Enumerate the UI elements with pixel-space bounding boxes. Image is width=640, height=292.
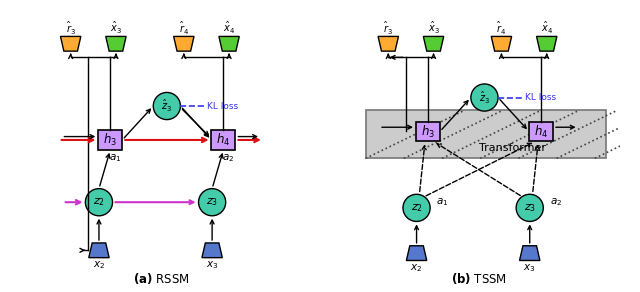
Text: $a_2$: $a_2$ <box>223 152 235 164</box>
Polygon shape <box>378 36 399 51</box>
Text: $h_3$: $h_3$ <box>103 132 117 148</box>
Polygon shape <box>423 36 444 51</box>
Text: $x_3$: $x_3$ <box>206 259 218 271</box>
Polygon shape <box>536 36 557 51</box>
Text: $\hat{x}_3$: $\hat{x}_3$ <box>110 20 122 36</box>
Circle shape <box>471 84 498 111</box>
Polygon shape <box>106 36 126 51</box>
Text: KL loss: KL loss <box>207 102 239 110</box>
Circle shape <box>403 194 430 221</box>
Text: $z_3$: $z_3$ <box>206 196 218 208</box>
Text: $z_2$: $z_2$ <box>410 202 422 214</box>
Text: $x_2$: $x_2$ <box>410 262 422 274</box>
Polygon shape <box>60 36 81 51</box>
Text: $\hat{x}_3$: $\hat{x}_3$ <box>428 20 440 36</box>
Text: $a_1$: $a_1$ <box>436 196 449 208</box>
Text: $\hat{z}_3$: $\hat{z}_3$ <box>161 98 172 114</box>
Text: Transformer: Transformer <box>479 142 547 153</box>
Text: $\hat{z}_3$: $\hat{z}_3$ <box>479 90 490 105</box>
Circle shape <box>516 194 543 221</box>
Bar <box>416 121 440 141</box>
Text: $\hat{r}_3$: $\hat{r}_3$ <box>66 20 76 37</box>
Text: $\hat{r}_4$: $\hat{r}_4$ <box>497 20 506 37</box>
Text: $x_3$: $x_3$ <box>524 262 536 274</box>
Text: $\hat{x}_4$: $\hat{x}_4$ <box>541 20 553 36</box>
Polygon shape <box>219 36 239 51</box>
Polygon shape <box>173 36 194 51</box>
Text: $\mathbf{(b)}$ TSSM: $\mathbf{(b)}$ TSSM <box>451 271 507 286</box>
Text: KL loss: KL loss <box>525 93 556 102</box>
Polygon shape <box>202 243 222 258</box>
Circle shape <box>85 189 113 216</box>
Text: $\hat{r}_4$: $\hat{r}_4$ <box>179 20 189 37</box>
Text: $a_2$: $a_2$ <box>550 196 562 208</box>
Text: $z_2$: $z_2$ <box>93 196 105 208</box>
Text: $a_1$: $a_1$ <box>109 152 122 164</box>
Bar <box>211 130 236 150</box>
Bar <box>99 130 122 150</box>
Text: $\hat{x}_4$: $\hat{x}_4$ <box>223 20 235 36</box>
Bar <box>365 110 606 158</box>
Text: $\hat{r}_3$: $\hat{r}_3$ <box>383 20 393 37</box>
Circle shape <box>198 189 226 216</box>
Bar <box>529 121 553 141</box>
Polygon shape <box>520 246 540 260</box>
Text: $x_2$: $x_2$ <box>93 259 105 271</box>
Circle shape <box>153 93 180 120</box>
Text: $h_4$: $h_4$ <box>534 124 548 140</box>
Text: $\mathbf{(a)}$ RSSM: $\mathbf{(a)}$ RSSM <box>133 271 189 286</box>
Polygon shape <box>406 246 427 260</box>
Text: $h_3$: $h_3$ <box>421 124 435 140</box>
Text: $h_4$: $h_4$ <box>216 132 230 148</box>
Polygon shape <box>492 36 511 51</box>
Text: $z_3$: $z_3$ <box>524 202 536 214</box>
Polygon shape <box>89 243 109 258</box>
